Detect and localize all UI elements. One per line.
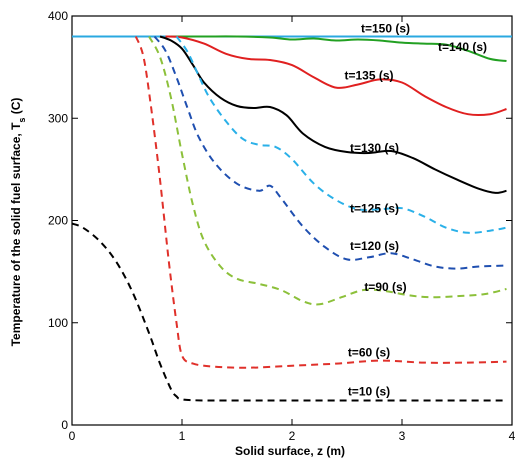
series-label: t=135 (s) [344, 68, 393, 82]
y-tick-label: 100 [48, 316, 68, 330]
series-line [165, 35, 507, 116]
x-axis: 0 1 2 3 4 [69, 16, 516, 443]
y-axis-title-unit: (C) [9, 98, 23, 118]
y-tick-label: 400 [48, 9, 68, 23]
y-tick-label: 200 [48, 214, 68, 228]
y-axis-title: Temperature of the solid fuel surface, T… [9, 98, 27, 347]
series-line [153, 35, 507, 270]
series-line [148, 36, 507, 306]
series-labels: t=150 (s) t=140 (s) t=135 (s) t=130 (s) t=12… [344, 21, 487, 398]
y-axis-title-main: Temperature of the solid fuel surface, T [9, 122, 23, 346]
series-line [159, 35, 507, 194]
x-axis-title: Solid surface, z (m) [235, 444, 345, 458]
series-line [175, 35, 507, 234]
series-label: t=130 (s) [350, 141, 399, 155]
series-label: t=90 (s) [364, 280, 406, 294]
series-label: t=150 (s) [361, 21, 410, 35]
x-tick-label: 3 [399, 429, 406, 443]
y-axis-title-subscript: s [17, 118, 27, 123]
x-tick-label: 4 [509, 429, 516, 443]
series-label: t=10 (s) [348, 384, 390, 398]
y-axis: 0 100 200 300 400 [48, 9, 512, 432]
series-lines [71, 35, 512, 402]
x-tick-label: 0 [69, 429, 76, 443]
series-label: t=60 (s) [348, 345, 390, 359]
series-line [171, 35, 507, 62]
x-tick-label: 1 [179, 429, 186, 443]
y-tick-label: 300 [48, 111, 68, 125]
series-line [134, 36, 507, 369]
series-label: t=140 (s) [438, 40, 487, 54]
series-label: t=120 (s) [350, 239, 399, 253]
x-tick-label: 2 [289, 429, 296, 443]
y-tick-label: 0 [61, 418, 68, 432]
series-label: t=125 (s) [350, 201, 399, 215]
series-line [71, 222, 507, 402]
